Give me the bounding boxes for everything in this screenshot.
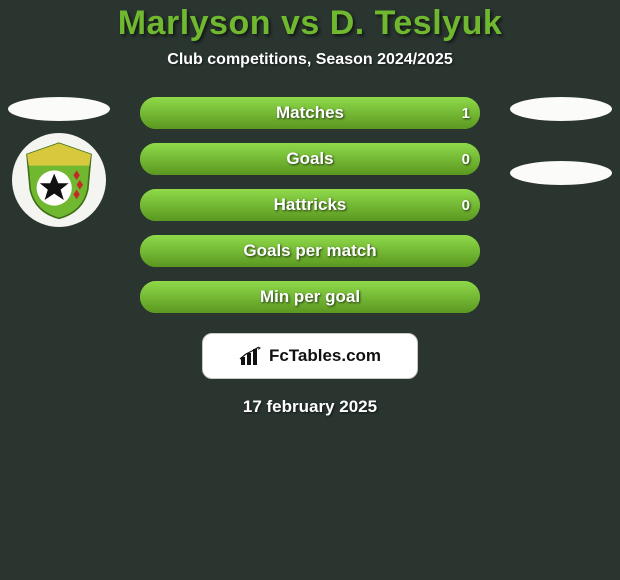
stats-area: Matches1Goals0Hattricks0Goals per matchM…	[0, 97, 620, 313]
player-photo-placeholder	[8, 97, 110, 121]
title: Marlyson vs D. Teslyuk	[0, 4, 620, 43]
club-badge-placeholder	[510, 161, 612, 185]
bar-chart-icon	[239, 345, 263, 367]
stat-bar-label: Hattricks	[140, 189, 480, 221]
stat-bar-label: Goals	[140, 143, 480, 175]
stat-bar-value-right: 0	[462, 189, 470, 221]
footer-date: 17 february 2025	[0, 397, 620, 417]
stat-bar-label: Goals per match	[140, 235, 480, 267]
stat-bar-value-right: 1	[462, 97, 470, 129]
stat-bar-label: Matches	[140, 97, 480, 129]
stat-bars: Matches1Goals0Hattricks0Goals per matchM…	[140, 97, 480, 313]
left-player-slot	[4, 97, 114, 227]
brand-text: FcTables.com	[269, 346, 381, 366]
stat-bar-value-right: 0	[462, 143, 470, 175]
stat-bar: Goals0	[140, 143, 480, 175]
stat-bar: Matches1	[140, 97, 480, 129]
player-photo-placeholder	[510, 97, 612, 121]
subtitle: Club competitions, Season 2024/2025	[0, 51, 620, 69]
stat-bar: Goals per match	[140, 235, 480, 267]
stat-bar: Min per goal	[140, 281, 480, 313]
brand-footer[interactable]: FcTables.com	[202, 333, 418, 379]
club-badge-icon	[19, 140, 99, 220]
club-badge	[12, 133, 106, 227]
comparison-card: Marlyson vs D. Teslyuk Club competitions…	[0, 0, 620, 417]
right-player-slot	[506, 97, 616, 185]
stat-bar: Hattricks0	[140, 189, 480, 221]
stat-bar-label: Min per goal	[140, 281, 480, 313]
